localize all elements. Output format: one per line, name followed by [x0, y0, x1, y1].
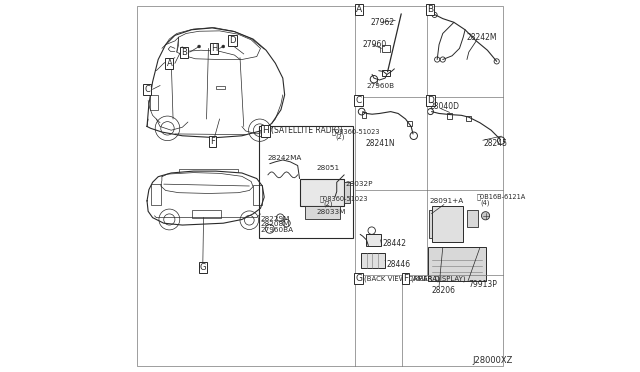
Text: Ⓝ08360-51023: Ⓝ08360-51023 — [320, 196, 369, 202]
Text: 28040D: 28040D — [429, 102, 460, 110]
Bar — [467, 210, 478, 227]
Bar — [344, 182, 349, 203]
Text: (4): (4) — [480, 199, 490, 206]
Bar — [429, 210, 431, 238]
Text: 27960BA: 27960BA — [260, 227, 294, 232]
Bar — [151, 184, 161, 205]
Text: 28442: 28442 — [383, 239, 406, 248]
Text: (2): (2) — [324, 200, 333, 207]
Bar — [361, 253, 385, 268]
Bar — [382, 45, 390, 52]
Circle shape — [481, 212, 490, 220]
Bar — [150, 95, 158, 110]
Bar — [305, 206, 340, 219]
Text: D: D — [427, 96, 433, 105]
Text: 28206: 28206 — [431, 286, 456, 295]
Bar — [362, 112, 366, 118]
Text: 28091+A: 28091+A — [429, 198, 464, 204]
Text: Ⓝ08360-51023: Ⓝ08360-51023 — [331, 129, 380, 135]
Bar — [365, 234, 381, 246]
Circle shape — [222, 45, 225, 48]
Text: (2): (2) — [335, 133, 344, 140]
Text: 28241N: 28241N — [365, 139, 395, 148]
Text: 28242MA: 28242MA — [267, 155, 301, 161]
Bar — [447, 113, 452, 119]
Bar — [466, 116, 472, 121]
Circle shape — [198, 45, 200, 48]
Text: B: B — [427, 5, 433, 14]
Bar — [431, 206, 463, 242]
Text: B: B — [181, 48, 187, 57]
Text: A: A — [356, 5, 362, 14]
Text: J28000XZ: J28000XZ — [472, 356, 513, 365]
Bar — [191, 210, 221, 218]
Text: H: H — [211, 44, 217, 53]
Text: C: C — [356, 96, 362, 105]
Bar — [216, 86, 225, 89]
Text: 28446: 28446 — [386, 260, 410, 269]
Bar — [382, 70, 390, 76]
Text: 28245: 28245 — [484, 139, 508, 148]
Text: H: H — [262, 126, 269, 135]
Bar — [407, 121, 412, 126]
Text: 27960: 27960 — [362, 40, 387, 49]
Text: (SATELLITE RADIO): (SATELLITE RADIO) — [271, 126, 342, 135]
Bar — [300, 179, 344, 206]
Bar — [253, 185, 262, 205]
Text: G: G — [200, 263, 206, 272]
Text: G: G — [355, 274, 362, 283]
Text: F: F — [403, 274, 408, 283]
Circle shape — [181, 47, 184, 50]
Text: 28208M: 28208M — [260, 221, 290, 227]
Text: C: C — [144, 85, 150, 94]
Text: F: F — [210, 137, 214, 146]
Text: 28033M: 28033M — [316, 209, 346, 215]
Text: Ⓜ0B16B-6121A: Ⓜ0B16B-6121A — [476, 194, 525, 201]
Text: 79913P: 79913P — [468, 280, 498, 289]
Text: A: A — [166, 59, 172, 68]
Text: 28051: 28051 — [316, 165, 339, 171]
Text: 28242M: 28242M — [467, 33, 497, 42]
Bar — [259, 126, 353, 238]
Text: 28229M: 28229M — [260, 216, 290, 222]
Bar — [428, 247, 486, 281]
Text: 27960B: 27960B — [367, 83, 395, 89]
Text: D: D — [229, 36, 236, 45]
Text: (REAR DISPLAY): (REAR DISPLAY) — [411, 275, 466, 282]
Text: (BACK VIEW CAMERA): (BACK VIEW CAMERA) — [364, 275, 440, 282]
Text: 27962: 27962 — [371, 18, 395, 27]
Text: 28032P: 28032P — [346, 181, 372, 187]
